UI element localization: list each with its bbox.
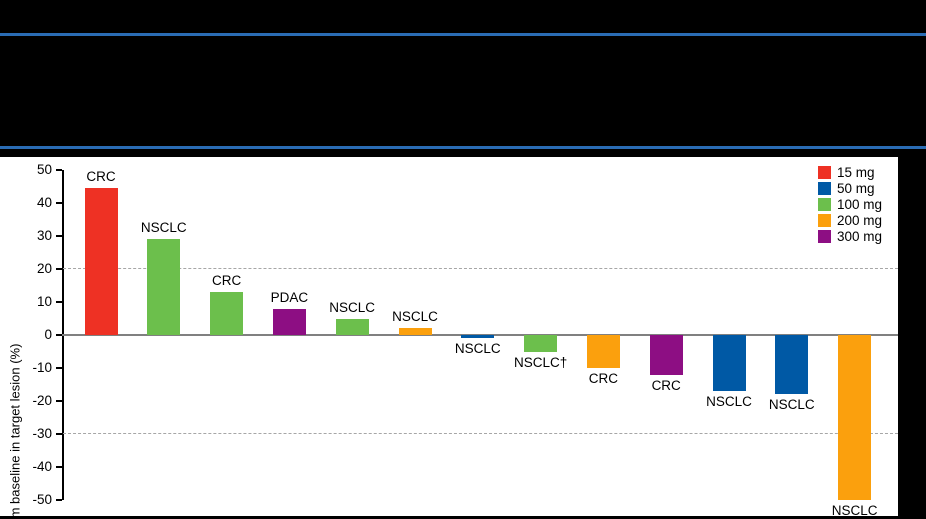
bar-label: NSCLC <box>140 220 187 236</box>
reference-line <box>63 433 898 434</box>
y-axis-tick-label: -50 <box>32 492 52 507</box>
bar <box>398 328 432 335</box>
reference-line <box>63 268 898 269</box>
bar-label: CRC <box>86 169 116 185</box>
y-axis-tick <box>56 202 62 204</box>
legend-swatch <box>818 166 831 179</box>
y-axis-tick <box>56 433 62 435</box>
legend-label: 100 mg <box>837 197 883 212</box>
bar <box>524 335 558 352</box>
y-axis-tick <box>56 169 62 171</box>
y-axis-tick-label: 30 <box>36 228 52 243</box>
y-axis-tick <box>56 499 62 501</box>
bar <box>586 335 620 368</box>
bar <box>84 188 118 335</box>
legend-swatch <box>818 198 831 211</box>
bar <box>147 239 181 335</box>
y-axis-tick-label: 40 <box>36 195 52 210</box>
bar-label: CRC <box>651 377 681 393</box>
bar-label: PDAC <box>270 289 309 305</box>
bar <box>838 335 872 500</box>
y-axis-tick <box>56 301 62 303</box>
bar <box>335 318 369 335</box>
bar-label: CRC <box>588 371 619 386</box>
bar <box>272 308 306 335</box>
y-axis-tick-label: 0 <box>44 327 52 342</box>
y-axis-tick <box>56 367 62 369</box>
y-axis-tick-label: -20 <box>32 393 52 408</box>
legend-swatch <box>818 230 831 243</box>
legend-label: 15 mg <box>837 165 875 180</box>
y-axis-tick <box>56 400 62 402</box>
y-axis-tick-label: -30 <box>32 426 52 441</box>
y-axis-tick-label: 10 <box>36 294 52 309</box>
bar-label: NSCLC <box>831 503 878 518</box>
bar-label: NSCLC† <box>513 354 568 370</box>
legend-swatch <box>818 182 831 195</box>
legend-label: 300 mg <box>837 229 883 244</box>
bar-label: NSCLC <box>329 299 376 315</box>
waterfall-chart-panel: Best change from baseline in target lesi… <box>0 157 898 519</box>
bar-label: NSCLC <box>392 309 438 325</box>
top-divider-rule <box>0 33 926 36</box>
y-axis-tick <box>56 235 62 237</box>
bar <box>461 335 495 339</box>
y-axis-tick <box>56 334 62 336</box>
bar-label: NSCLC <box>706 394 752 410</box>
y-axis-tick-label: 50 <box>36 162 52 177</box>
legend-label: 50 mg <box>837 181 875 196</box>
bar <box>712 335 746 392</box>
y-axis-tick <box>56 466 62 468</box>
y-axis-tick-label: 20 <box>36 261 52 276</box>
legend-label: 200 mg <box>837 213 883 228</box>
y-axis-tick-label: -40 <box>32 459 52 474</box>
bottom-divider-rule <box>0 146 926 149</box>
bar <box>210 292 244 335</box>
bar-label: CRC <box>211 273 242 289</box>
y-axis-tick <box>56 268 62 270</box>
legend-swatch <box>818 214 831 227</box>
bar-label: NSCLC <box>768 397 815 413</box>
bar <box>775 335 809 395</box>
y-axis-tick-label: -10 <box>32 360 52 375</box>
bar-label: NSCLC <box>454 341 501 357</box>
bar <box>649 335 683 375</box>
